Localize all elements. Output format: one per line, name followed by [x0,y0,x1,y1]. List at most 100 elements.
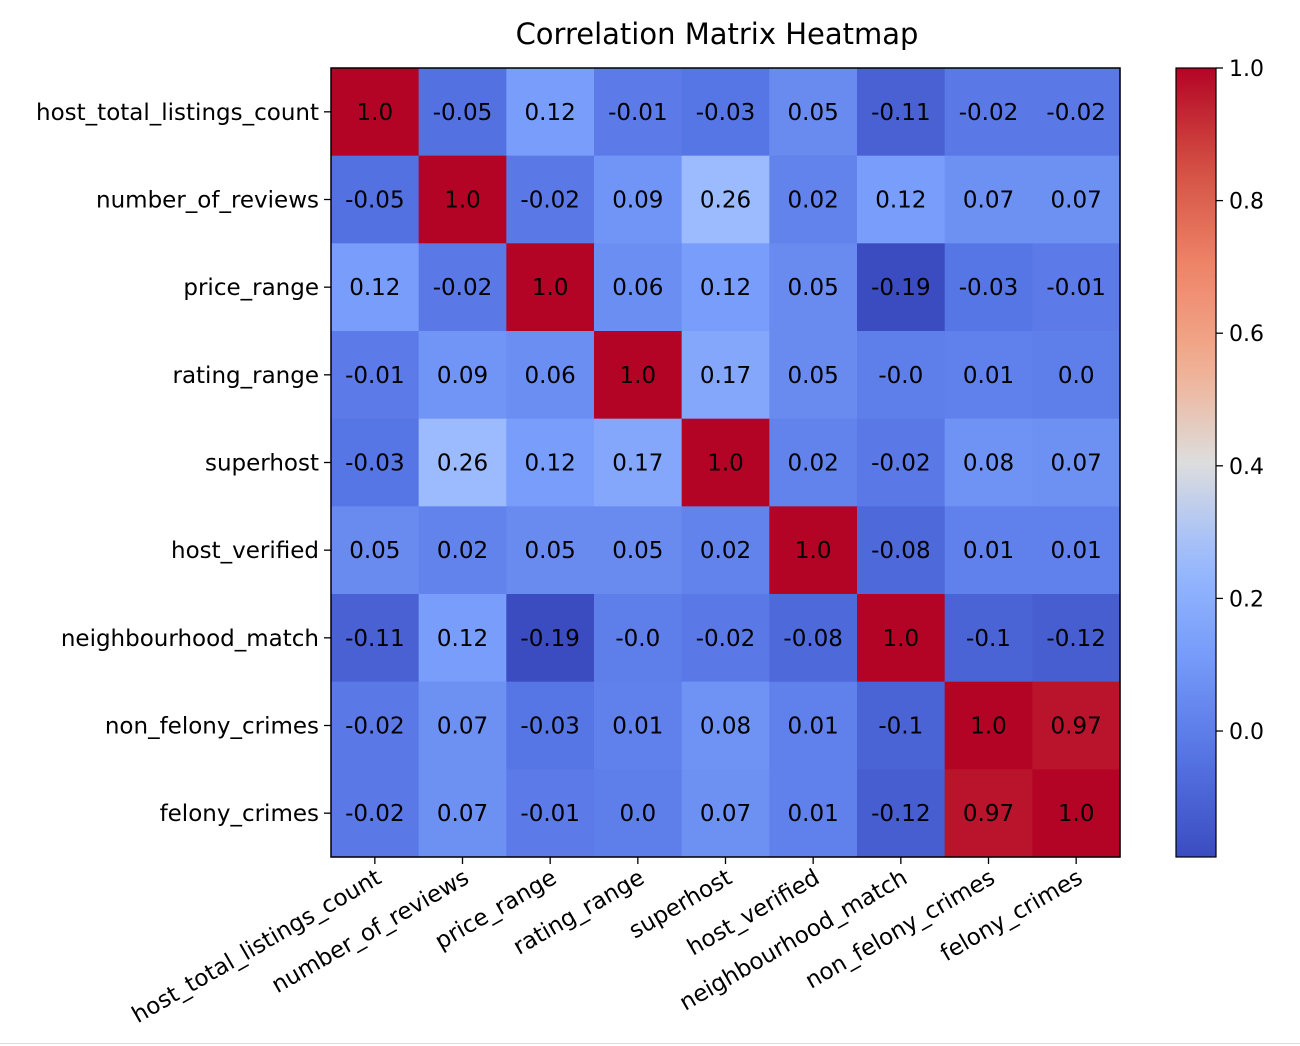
heatmap-cell [594,681,683,770]
heatmap-cell [857,155,946,244]
cell-value-label: 0.26 [437,451,488,477]
y-tick-label: host_verified [171,538,319,564]
cell-value-label: -0.02 [959,100,1019,126]
heatmap-cell [769,68,858,157]
heatmap-cell [681,331,770,420]
cell-value-label: -0.1 [878,714,923,740]
heatmap-cell [1032,594,1121,683]
heatmap-cell [681,68,770,157]
heatmap-cell [857,594,946,683]
heatmap-cell [594,331,683,420]
cell-value-label: 1.0 [620,363,657,389]
heatmap-cell [944,331,1033,420]
colorbar-tick-label: 0.8 [1229,190,1264,215]
cell-value-label: -0.08 [783,626,843,652]
cell-value-label: -0.01 [345,363,405,389]
heatmap-cell [857,418,946,507]
heatmap-cell [331,243,420,332]
heatmap-cell [418,418,507,507]
heatmap-cell [681,243,770,332]
cell-value-label: 0.12 [349,275,400,301]
heatmap-cell [681,506,770,595]
cell-value-label: 0.97 [1051,714,1102,740]
cell-value-label: 1.0 [444,188,481,214]
cell-value-label: -0.02 [345,801,405,827]
heatmap-cell [769,418,858,507]
cell-value-label: 0.09 [437,363,488,389]
heatmap-cell [857,68,946,157]
heatmap-cell [418,769,507,858]
bottom-divider [0,1043,1300,1044]
cell-value-label: 0.12 [700,275,751,301]
cell-value-label: 0.05 [788,363,839,389]
heatmap-cell [769,243,858,332]
cell-value-label: 0.01 [612,714,663,740]
cell-value-label: -0.02 [696,626,756,652]
chart-title: Correlation Matrix Heatmap [516,17,919,51]
heatmap-cell [1032,243,1121,332]
heatmap-cell [506,506,595,595]
y-axis-ticks: host_total_listings_count number_of_revie… [36,100,331,827]
heatmap-cell [506,594,595,683]
heatmap-cell [944,506,1033,595]
heatmap-cell [594,594,683,683]
cell-value-label: 0.02 [788,188,839,214]
cell-value-label: -0.01 [608,100,668,126]
cell-value-label: -0.11 [345,626,405,652]
heatmap-cell [769,506,858,595]
cell-value-label: -0.11 [871,100,931,126]
cell-value-label: -0.03 [345,451,405,477]
cell-value-label: 0.01 [963,363,1014,389]
heatmap-cell [857,769,946,858]
colorbar-tick-label: 0.0 [1229,720,1264,745]
heatmap-cell [506,681,595,770]
cell-value-label: 1.0 [357,100,394,126]
cell-value-label: -0.02 [871,451,931,477]
heatmap-cell [331,681,420,770]
heatmap-cell [331,418,420,507]
cell-value-label: 0.07 [1051,188,1102,214]
y-tick-label: non_felony_crimes [105,714,319,740]
y-tick-label: rating_range [172,363,319,389]
heatmap-cell [506,331,595,420]
cell-value-label: -0.03 [959,275,1019,301]
colorbar-ticks: 0.0 0.2 0.4 0.6 0.8 1.0 [1216,57,1264,745]
heatmap-cell [506,243,595,332]
heatmap-cell [331,594,420,683]
heatmap-cell [594,68,683,157]
x-axis-ticks: host_total_listings_countnumber_of_revie… [128,857,1087,1029]
cell-value-label: 1.0 [883,626,920,652]
heatmap-cell [1032,155,1121,244]
heatmap-cell [418,155,507,244]
heatmap-cell [769,155,858,244]
colorbar-tick-label: 0.2 [1229,587,1264,612]
heatmap-cell [944,155,1033,244]
cell-value-label: 1.0 [970,714,1007,740]
heatmap-cell [681,681,770,770]
heatmap-cell [944,594,1033,683]
cell-value-label: -0.19 [520,626,580,652]
heatmap-cell [769,681,858,770]
heatmap-cell [944,681,1033,770]
heatmap-cell [594,769,683,858]
colorbar-tick-label: 0.4 [1229,455,1264,480]
heatmap-cell [418,331,507,420]
y-tick-label: price_range [183,275,319,301]
cell-value-label: -0.1 [966,626,1011,652]
cell-value-label: 0.09 [612,188,663,214]
cell-value-label: 0.0 [620,801,657,827]
cell-value-label: -0.03 [520,714,580,740]
heatmap-cell [1032,681,1121,770]
heatmap-cell [594,506,683,595]
cell-value-label: 0.12 [875,188,926,214]
heatmap-cell [506,418,595,507]
heatmap-cell [506,68,595,157]
heatmap-cell [594,243,683,332]
cell-value-label: 1.0 [1058,801,1095,827]
heatmap-cell [418,506,507,595]
y-tick-label: number_of_reviews [96,188,319,214]
cell-value-label: 0.12 [525,100,576,126]
y-tick-label: felony_crimes [160,801,319,827]
heatmap-cell [418,243,507,332]
cell-value-label: 0.07 [1051,451,1102,477]
